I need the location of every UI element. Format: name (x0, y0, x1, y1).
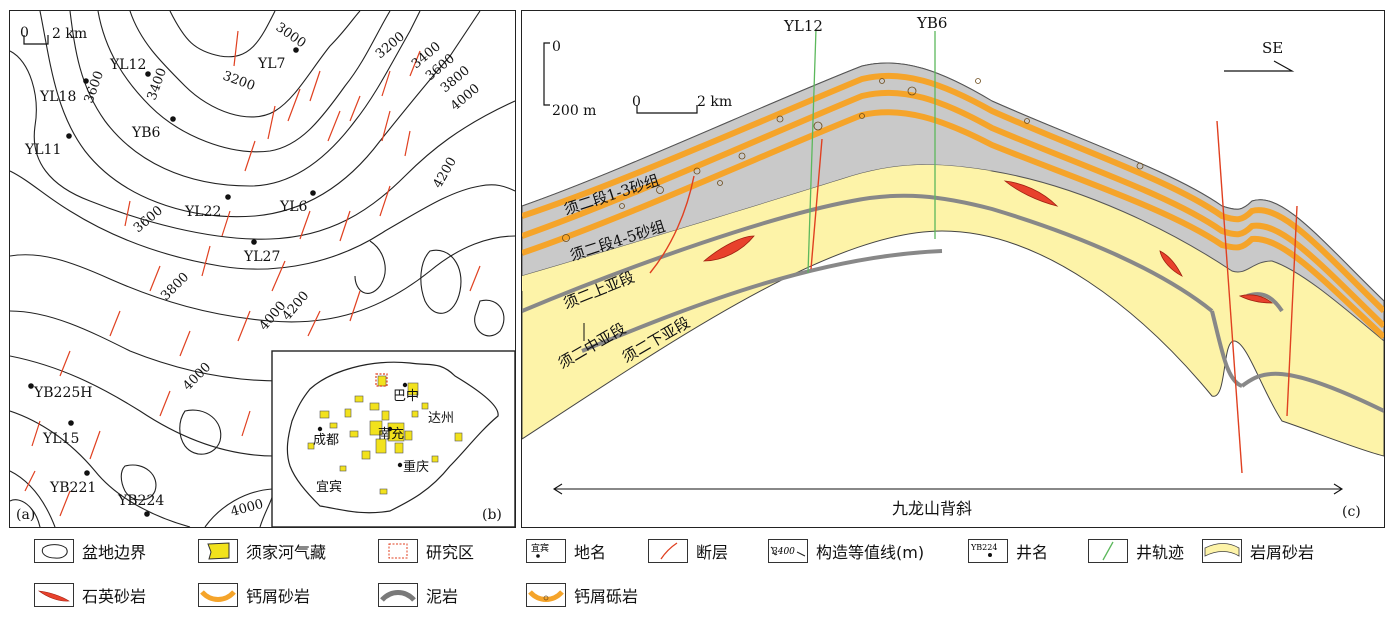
calcirudite-icon (526, 583, 566, 607)
legend-item: 断层 (648, 538, 728, 564)
legend-item: 3400 构造等值线(m) (768, 538, 924, 564)
well-labels: YL12 YL18 YL7 YB6 YL11 YL22 YL6 YL27 YB2… (24, 56, 308, 509)
svg-text:200 m: 200 m (552, 103, 596, 119)
section-faults (649, 120, 1298, 474)
wells (28, 47, 316, 517)
svg-text:SE: SE (1262, 39, 1283, 57)
legend: 盆地边界 须家河气藏 研究区 宜宾 地名 断层 3400 构造等值线(m) YB… (20, 538, 1380, 618)
basin-boundary-icon (34, 539, 74, 563)
legend-item: 研究区 (378, 538, 474, 564)
contour-label: 3600 (82, 69, 107, 105)
panel-b-label: (b) (482, 507, 502, 523)
anticline-label: 九龙山背斜 (892, 499, 972, 518)
svg-text:宜宾: 宜宾 (531, 542, 549, 554)
direction-arrow: SE (1224, 39, 1295, 72)
svg-text:0: 0 (552, 39, 561, 55)
legend-item: 泥岩 (378, 582, 458, 608)
fault-icon (648, 539, 688, 563)
anticline-extent: 九龙山背斜 (552, 483, 1344, 518)
well-trajectories (807, 28, 936, 274)
city-label: 达州 (428, 411, 454, 426)
city-label: 宜宾 (316, 479, 342, 495)
city-label: 成都 (313, 433, 339, 448)
legend-item: 钙屑砾岩 (526, 582, 638, 608)
contour-label: 3200 (221, 69, 257, 94)
well-label: YL27 (243, 249, 280, 265)
gas-fields (307, 375, 463, 495)
well-label: YB225H (33, 385, 92, 401)
legend-item: 钙屑砂岩 (198, 582, 310, 608)
well-label: YB6 (131, 125, 161, 141)
svg-text:3400: 3400 (772, 547, 795, 557)
city-label: 重庆 (403, 459, 429, 475)
well-label: YL11 (24, 142, 61, 158)
contour-label: 3600 (131, 203, 166, 236)
well-label: YL15 (42, 431, 79, 447)
legend-item: 宜宾 地名 (526, 538, 606, 564)
legend-item: 井轨迹 (1088, 538, 1184, 564)
legend-item: 须家河气藏 (198, 538, 326, 564)
well-name-icon: YB224 (968, 539, 1008, 563)
svg-text:YB224: YB224 (970, 543, 997, 552)
vertical-scale: 0 200 m (543, 39, 596, 119)
contour-label: 4000 (180, 360, 214, 394)
legend-item: YB224 井名 (968, 538, 1048, 564)
fault-lines (24, 30, 481, 517)
contour-lines (10, 11, 515, 527)
mudstone-icon (378, 583, 418, 607)
study-area-icon (378, 539, 418, 563)
study-area-box (375, 373, 388, 387)
city-label: 南充 (378, 426, 404, 442)
well-label: YL7 (257, 56, 285, 72)
svg-text:2 km: 2 km (52, 26, 87, 42)
scale-bar: 0 2 km (20, 25, 87, 45)
quartz-sandstone-lenses (702, 180, 1274, 304)
calcirudite-pebbles (562, 78, 1144, 242)
panel-a-label: (a) (16, 507, 35, 523)
city-label: 巴中 (393, 389, 419, 404)
legend-item: 盆地边界 (34, 538, 146, 564)
legend-item: 岩屑砂岩 (1202, 538, 1314, 564)
contour-map: YL12 YL18 YL7 YB6 YL11 YL22 YL6 YL27 YB2… (10, 11, 515, 527)
contour-icon: 3400 (768, 539, 808, 563)
horizontal-scale: 0 2 km (632, 94, 732, 114)
well-label: YB224 (117, 493, 164, 509)
well-label: YL22 (184, 204, 221, 220)
contour-map-panel: YL12 YL18 YL7 YB6 YL11 YL22 YL6 YL27 YB2… (9, 10, 516, 528)
panel-c-label: (c) (1342, 504, 1361, 520)
place-name-icon: 宜宾 (526, 539, 566, 563)
contour-label: 3000 (273, 20, 309, 51)
section-well-label: YL12 (783, 17, 823, 35)
well-label: YB221 (49, 480, 96, 496)
legend-item: 石英砂岩 (34, 582, 146, 608)
gas-field-icon (198, 539, 238, 563)
contour-label: 4200 (430, 155, 460, 191)
inset-map-b: 巴中 达州 成都 南充 重庆 宜宾 (b) (271, 350, 515, 527)
well-label: YL18 (39, 89, 76, 105)
mudstone-lines (522, 193, 1384, 413)
lithic-sandstone-icon (1202, 539, 1242, 563)
well-label: YL12 (109, 57, 146, 73)
quartz-sandstone-icon (34, 583, 74, 607)
calcarenite-icon (198, 583, 238, 607)
calcarenite-layers (522, 72, 1384, 340)
svg-text:0: 0 (632, 94, 641, 110)
contour-label: 3800 (158, 270, 192, 304)
well-trajectory-icon (1088, 539, 1128, 563)
cross-section: YL12 YB6 0 200 m 0 2 km SE 须二段1-3砂组 须二段4… (522, 14, 1384, 520)
svg-text:0: 0 (20, 25, 29, 41)
contour-label: 3200 (373, 29, 408, 62)
section-well-label: YB6 (916, 14, 947, 32)
svg-text:2 km: 2 km (697, 94, 732, 110)
cross-section-panel: YL12 YB6 0 200 m 0 2 km SE 须二段1-3砂组 须二段4… (521, 10, 1385, 528)
well-label: YL6 (279, 199, 308, 215)
